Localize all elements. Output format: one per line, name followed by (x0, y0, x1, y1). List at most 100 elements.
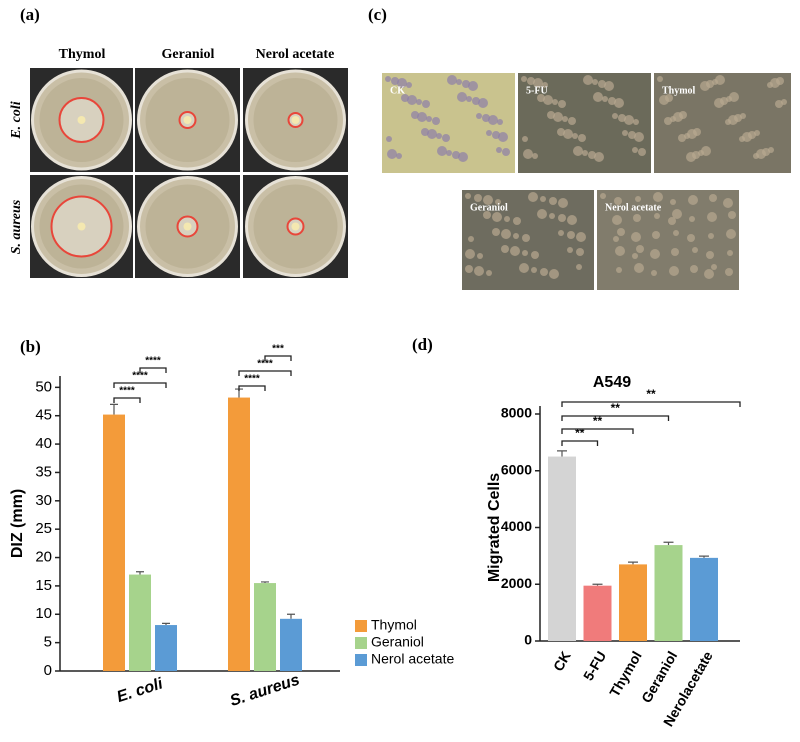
cell (456, 79, 462, 85)
cell (531, 267, 537, 273)
error-bar (110, 403, 118, 415)
cell (531, 251, 539, 259)
cell (673, 230, 679, 236)
cell (417, 112, 427, 122)
significance-label: ** (646, 387, 656, 401)
cell (483, 195, 493, 205)
y-tick-label: 10 (35, 605, 52, 622)
cell (552, 99, 558, 105)
cell (615, 246, 625, 256)
cell (562, 116, 568, 122)
cell (632, 253, 638, 259)
significance-bracket (561, 415, 670, 421)
significance-label: **** (132, 371, 148, 382)
cell (723, 198, 733, 208)
y-tick-label: 35 (35, 463, 52, 480)
cell (668, 217, 676, 225)
cell (622, 130, 628, 136)
cell (468, 236, 474, 242)
micrograph (597, 190, 739, 290)
cell (612, 113, 618, 119)
panel-a: Thymol Geraniol Nerol acetate E. coli S.… (9, 47, 348, 278)
cell (600, 193, 606, 199)
cell (523, 149, 533, 159)
cell (474, 266, 484, 276)
image-label: CK (390, 85, 405, 96)
cell (725, 268, 733, 276)
cell (519, 263, 529, 273)
cell (616, 267, 622, 273)
cell (495, 199, 501, 205)
cell (477, 253, 483, 259)
cell (614, 197, 622, 205)
cell (654, 213, 660, 219)
cell (497, 119, 503, 125)
cell (592, 79, 598, 85)
column-header: Nerol acetate (256, 47, 335, 62)
cell (537, 209, 547, 219)
cell (651, 270, 657, 276)
cell (486, 130, 492, 136)
cell (632, 147, 638, 153)
x-tick-label: 5-FU (580, 648, 609, 683)
cell (502, 148, 510, 156)
cell (573, 146, 583, 156)
bar (583, 585, 612, 641)
image-label: Nerol acetate (605, 202, 662, 213)
cell (593, 92, 603, 102)
cell (407, 95, 417, 105)
y-tick-label: 45 (35, 407, 52, 424)
disc (183, 222, 192, 231)
cell (624, 115, 634, 125)
cell (478, 98, 488, 108)
cell (426, 116, 432, 122)
cell (501, 229, 511, 239)
cell (687, 234, 695, 242)
y-tick-label: 25 (35, 520, 52, 537)
cell (678, 134, 686, 142)
chart-title: A549 (593, 374, 631, 391)
significance-bracket (113, 397, 141, 403)
cell (659, 95, 669, 105)
y-tick-label: 40 (35, 435, 52, 452)
y-axis-title: Migrated Cells (486, 473, 503, 582)
significance-bracket (264, 355, 292, 361)
legend-label: Nerol acetate (371, 651, 454, 667)
cell (775, 100, 783, 108)
cell (432, 117, 440, 125)
cell (498, 132, 508, 142)
cell (553, 112, 563, 122)
error-bar (663, 541, 674, 546)
cell (385, 76, 391, 82)
cell (416, 99, 422, 105)
cell (567, 247, 573, 253)
cell (521, 76, 527, 82)
cell (427, 129, 437, 139)
bar (690, 557, 718, 641)
error-bar (592, 583, 603, 586)
cell (576, 264, 582, 270)
cell (522, 136, 528, 142)
significance-bracket (561, 401, 741, 407)
cell (633, 119, 639, 125)
cell (558, 198, 568, 208)
y-tick-label: 6000 (501, 461, 532, 477)
row-label: S. aureus (9, 199, 24, 254)
cell (457, 92, 467, 102)
significance-bracket (238, 385, 266, 391)
cell (714, 98, 724, 108)
cell (688, 195, 698, 205)
cell (635, 196, 641, 202)
cell (650, 249, 660, 259)
cell (576, 248, 584, 256)
cell (549, 197, 557, 205)
cell (542, 82, 548, 88)
cell (442, 134, 450, 142)
bar (254, 583, 276, 671)
cell (708, 233, 714, 239)
cell (707, 212, 717, 222)
bar (280, 618, 302, 671)
y-tick-label: 50 (35, 378, 52, 395)
cell (753, 153, 759, 159)
cell (576, 232, 586, 242)
